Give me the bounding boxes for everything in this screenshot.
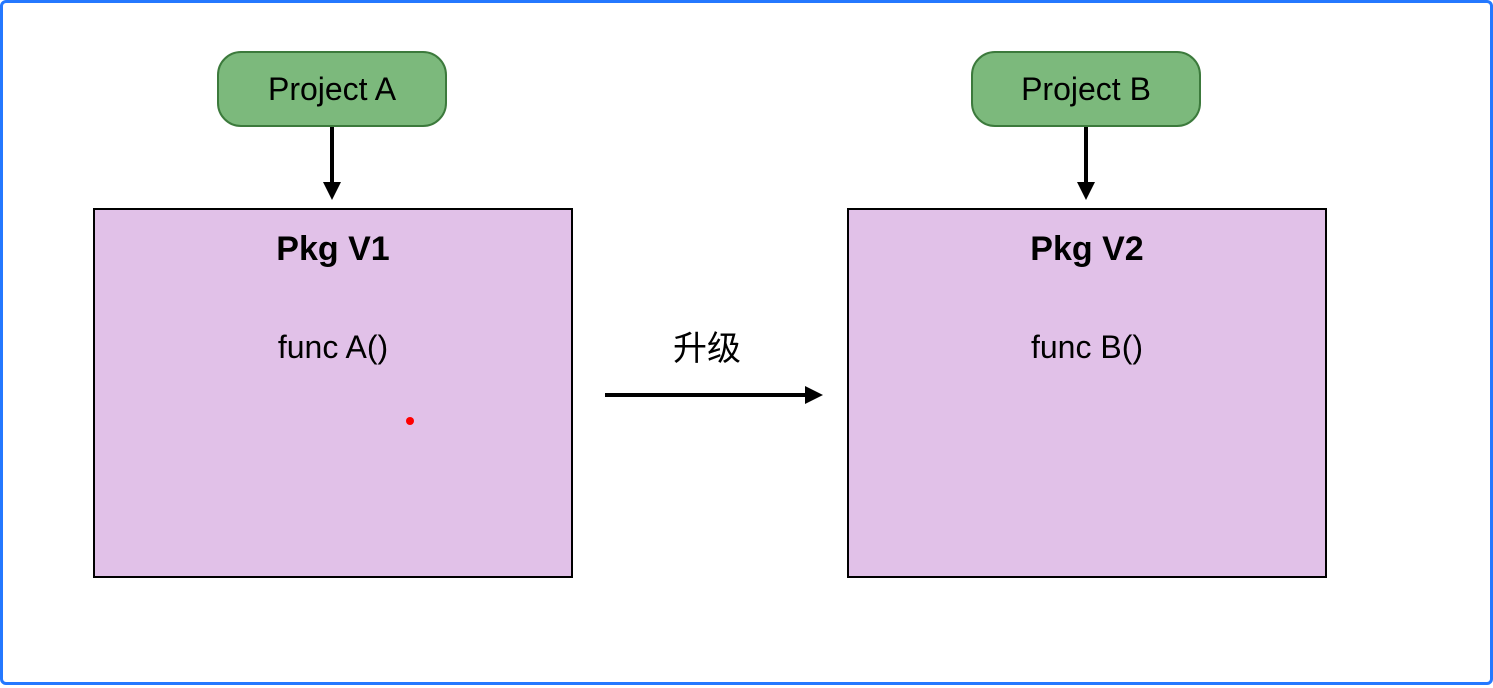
pkg-v2-title: Pkg V2	[1030, 230, 1143, 269]
pkg-v1-title: Pkg V1	[276, 230, 389, 269]
diagram-canvas: Project A Project B Pkg V1 func A() Pkg …	[3, 3, 1490, 682]
project-b-node: Project B	[971, 51, 1201, 127]
project-a-node: Project A	[217, 51, 447, 127]
pkg-v2-func: func B()	[1031, 329, 1143, 366]
project-b-label: Project B	[1021, 71, 1151, 108]
project-a-label: Project A	[268, 71, 396, 108]
pkg-v2-box: Pkg V2 func B()	[847, 208, 1327, 578]
pkg-v1-func: func A()	[278, 329, 388, 366]
upgrade-label: 升级	[673, 321, 741, 370]
pkg-v1-box: Pkg V1 func A()	[93, 208, 573, 578]
red-dot-marker	[406, 417, 414, 425]
